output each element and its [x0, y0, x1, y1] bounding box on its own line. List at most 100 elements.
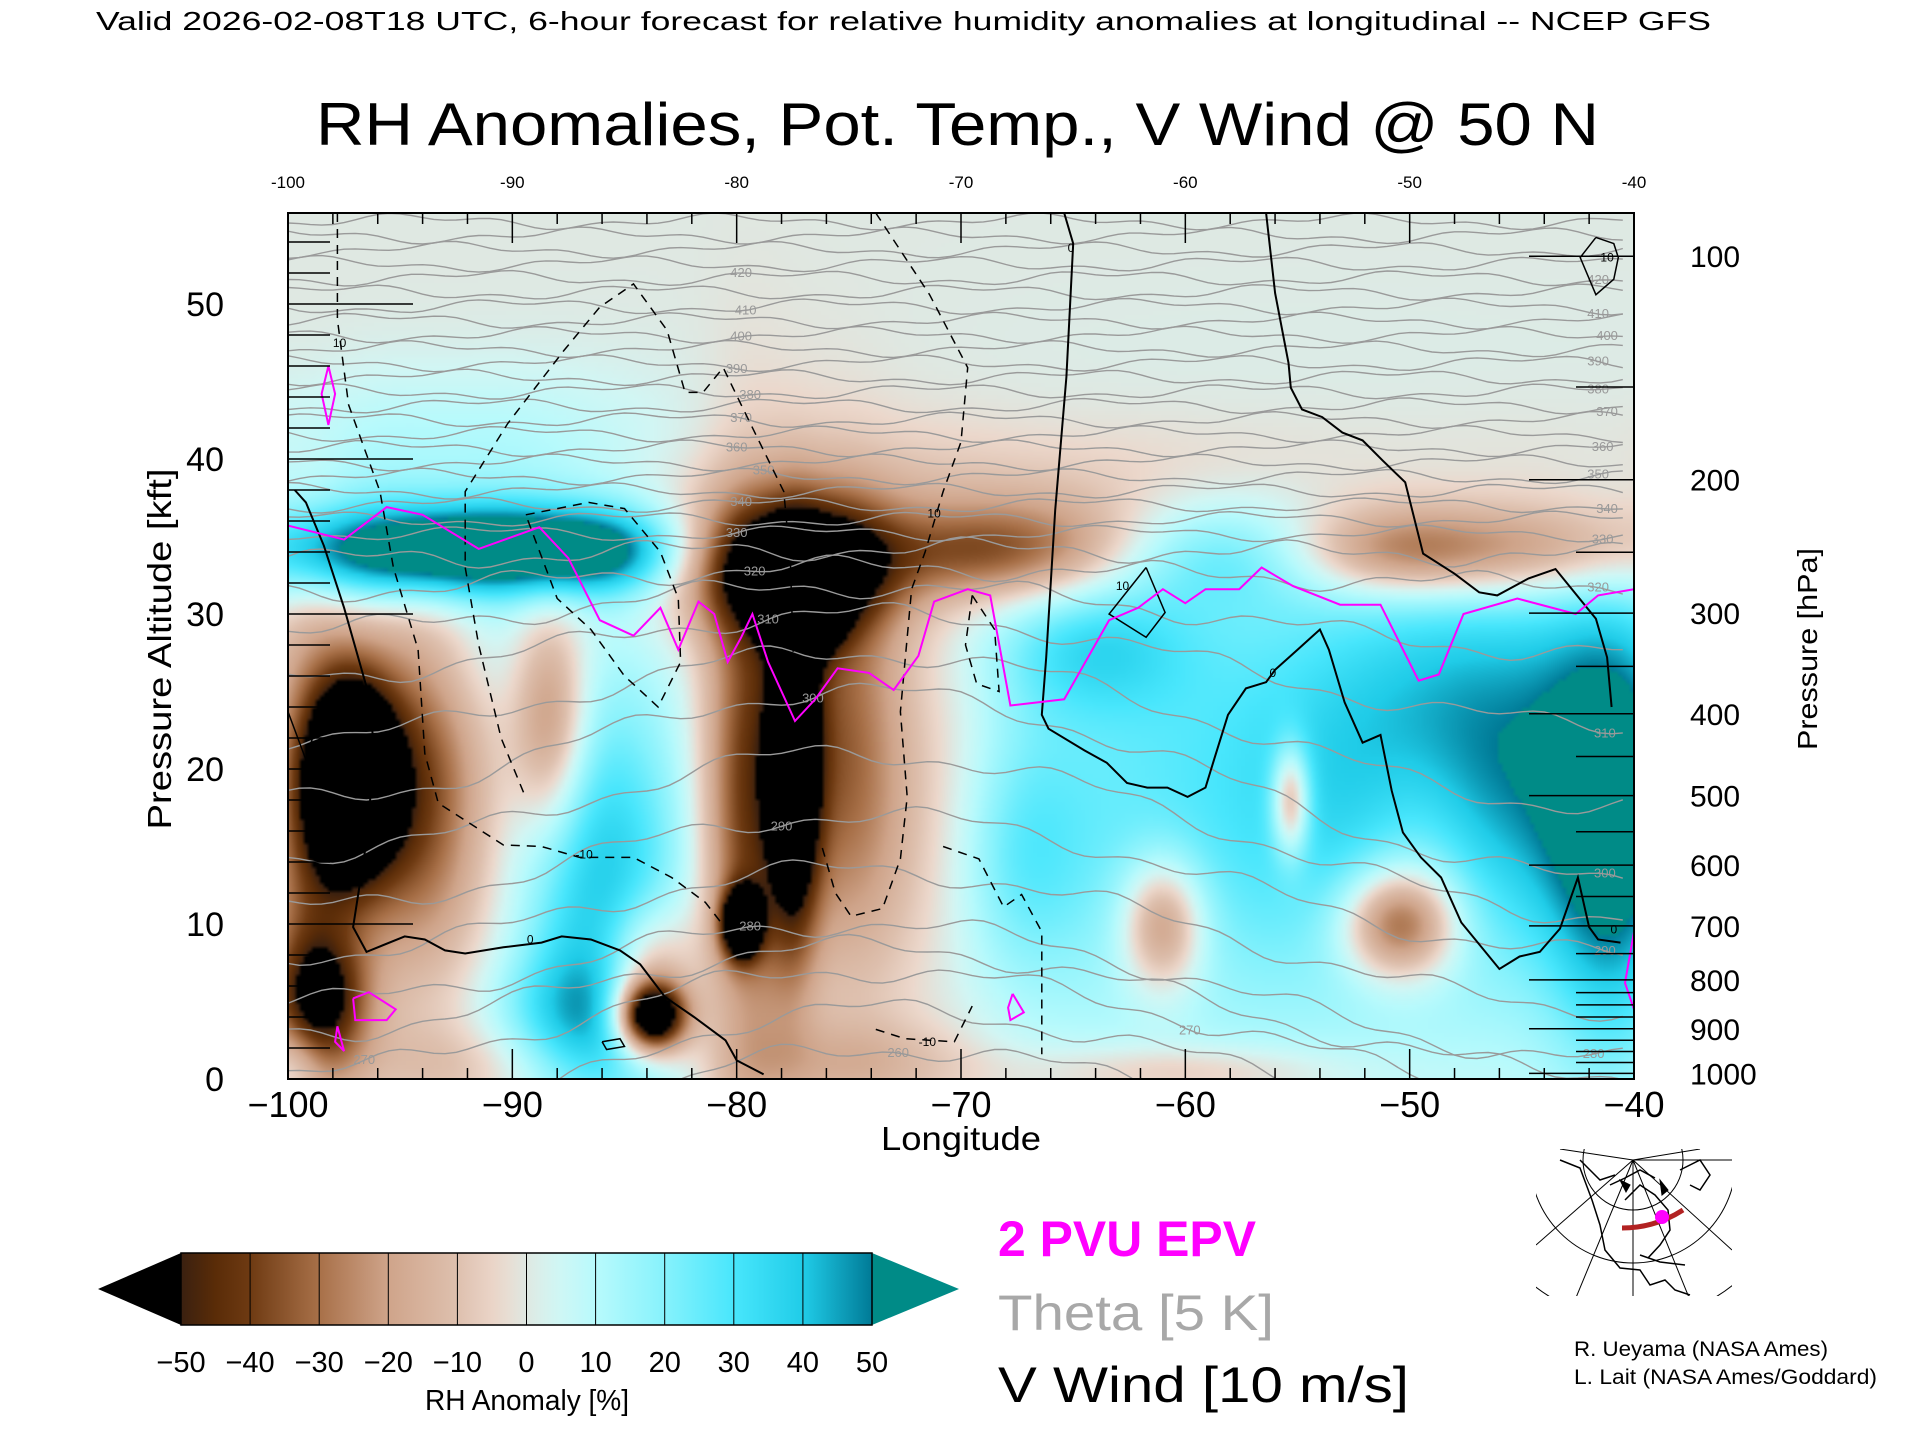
theta-contour-label: 290 [771, 818, 793, 833]
theta-contour-line [288, 579, 1623, 662]
theta-contour-label: 380 [1587, 382, 1609, 397]
legend-v-wind: V Wind [10 m/s] [998, 1357, 1409, 1413]
theta-contour-line [558, 998, 1278, 1079]
theta-contour-label: 390 [1587, 353, 1609, 368]
top-x-tick-label: -100 [271, 173, 305, 192]
credit-line-2: L. Lait (NASA Ames/Goddard) [1574, 1366, 1877, 1389]
v-wind-contour [1107, 567, 1166, 639]
theta-contour-label: 330 [726, 525, 748, 540]
v-wind-contour-label: 0 [527, 933, 534, 947]
x-tick-label: −60 [1155, 1084, 1216, 1125]
x-tick-label: −90 [482, 1084, 543, 1125]
theta-contour-label: 260 [887, 1045, 909, 1060]
theta-contour-label: 410 [1587, 306, 1609, 321]
v-wind-contour [1265, 213, 1613, 708]
theta-contour-label: 390 [726, 361, 748, 376]
v-wind-negative-contour [821, 213, 969, 918]
x-tick-label: −70 [930, 1084, 991, 1125]
v-wind-contour-label: 10 [927, 506, 941, 520]
epv-2pvu-line [352, 991, 398, 1022]
theta-contour-line [288, 805, 1623, 956]
x-tick-label: −50 [1379, 1084, 1440, 1125]
y-tick-label: 50 [186, 286, 224, 324]
top-x-tick-label: -70 [949, 173, 974, 192]
legend-epv: 2 PVU EPV [998, 1211, 1257, 1267]
credit-line-1: R. Ueyama (NASA Ames) [1574, 1338, 1828, 1361]
theta-contour-label: 410 [735, 302, 757, 317]
epv-2pvu-line [1623, 931, 1634, 1010]
theta-contour-line [288, 453, 1623, 472]
theta-contour-label: 330 [1592, 531, 1614, 546]
v-wind-contour-label: 10 [1116, 579, 1130, 593]
y2-tick-label: 100 [1690, 241, 1740, 274]
v-wind-contour [601, 1037, 626, 1051]
y2-tick-label: 500 [1690, 781, 1740, 814]
y-tick-label: 20 [186, 751, 224, 789]
y2-tick-label: 700 [1690, 911, 1740, 944]
theta-contour-label: 370 [730, 410, 752, 425]
theta-contour-line [288, 226, 1623, 245]
theta-contour-line [288, 481, 1623, 500]
epv-2pvu-line [320, 365, 337, 426]
theta-contour-line [288, 859, 1624, 1022]
theta-contour-label: 270 [353, 1052, 375, 1067]
y2-tick-label: 800 [1690, 965, 1740, 998]
cross-section-track [1621, 1207, 1685, 1231]
v-wind-contour-label: 0 [1068, 241, 1075, 255]
theta-contour-label: 350 [1587, 466, 1609, 481]
theta-contour-label: 310 [1594, 726, 1616, 741]
colorbar-tick-label: −10 [433, 1347, 482, 1379]
x-tick-label: −100 [247, 1084, 328, 1125]
axis-tick-labels: −100-100−90-90−80-80−70-70−60-60−50-50−4… [186, 173, 1757, 1125]
y-tick-label: 0 [205, 1061, 224, 1099]
theta-contour-line [288, 467, 1623, 486]
theta-contour-label: 360 [1592, 439, 1614, 454]
epv-2pvu-line [1007, 993, 1026, 1022]
theta-contour-line [288, 240, 1623, 259]
y2-tick-label: 1000 [1690, 1058, 1757, 1091]
top-x-tick-label: -60 [1173, 173, 1198, 192]
theta-contour-line [288, 536, 1623, 569]
v-wind-negative-contour [464, 282, 796, 793]
theta-contour-line [288, 382, 1623, 400]
theta-contour-label: 290 [1594, 943, 1616, 958]
v-wind-contour-label: 10 [333, 336, 347, 350]
v-wind-negative-contour [525, 501, 682, 709]
colorbar-tick-label: −50 [156, 1347, 205, 1379]
theta-contour-line [288, 601, 1623, 735]
plot-frame [287, 212, 1635, 1080]
theta-contour-line [288, 933, 1623, 1079]
epv-2pvu-line [288, 506, 1634, 723]
v-wind-contour-label: -10 [575, 847, 593, 861]
y2-tick-label: 200 [1690, 465, 1740, 498]
theta-contour-line [288, 682, 1623, 879]
theta-contour-label: 350 [753, 462, 775, 477]
epv-2pvu-line [334, 1026, 346, 1052]
v-wind-negative-contour [942, 845, 1043, 1055]
theta-contour-label: 420 [730, 265, 752, 280]
v-wind-negative-contour [964, 594, 1000, 693]
y-tick-label: 30 [186, 596, 224, 634]
v-wind-contour [1579, 236, 1620, 296]
colorbar-over-triangle [872, 1253, 959, 1325]
theta-contour-line [288, 325, 1623, 344]
theta-contour-label: 270 [1179, 1022, 1201, 1037]
x-tick-label: −40 [1603, 1084, 1664, 1125]
theta-contour-label: 400 [730, 329, 752, 344]
y-tick-label: 10 [186, 906, 224, 944]
y-axis-title: Pressure Altitude [kft] [141, 469, 178, 830]
colorbar-tick-label: 30 [718, 1347, 750, 1379]
theta-contour-line [288, 919, 1623, 1060]
theta-contour-label: 280 [1583, 1046, 1605, 1061]
colorbar-tick-label: 10 [579, 1347, 611, 1379]
axis-ticks [288, 213, 1634, 1079]
theta-contour-line [288, 339, 1623, 359]
y2-tick-label: 900 [1690, 1014, 1740, 1047]
colorbar-tick-label: −20 [364, 1347, 413, 1379]
theta-contour-line [288, 269, 1623, 287]
colorbar-under-triangle [98, 1253, 181, 1325]
theta-contour-line [288, 554, 1623, 603]
theta-contour-line [288, 439, 1623, 458]
theta-contour-label: 340 [1596, 501, 1618, 516]
